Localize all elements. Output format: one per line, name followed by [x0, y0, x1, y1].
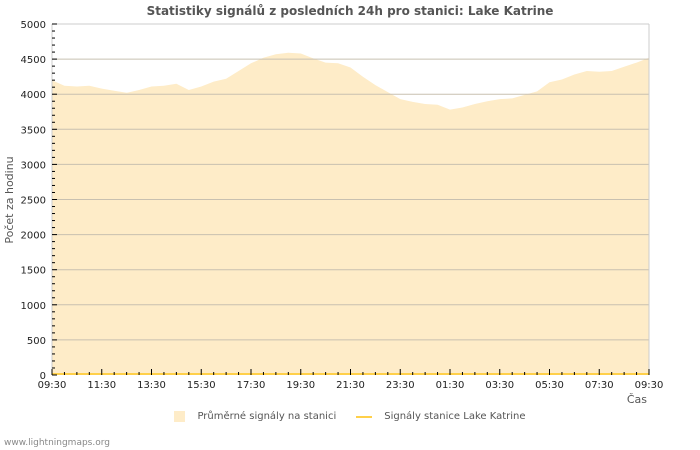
svg-text:11:30: 11:30: [87, 380, 116, 391]
area-swatch-icon: [174, 411, 186, 422]
svg-text:13:30: 13:30: [137, 380, 166, 391]
svg-text:07:30: 07:30: [585, 380, 614, 391]
svg-text:15:30: 15:30: [187, 380, 216, 391]
svg-text:0: 0: [40, 371, 46, 382]
y-axis-title: Počet za hodinu: [3, 156, 16, 243]
site-link[interactable]: www.lightningmaps.org: [4, 438, 110, 448]
line-swatch-icon: [356, 415, 373, 418]
x-axis-title: Čas: [627, 393, 647, 406]
legend-item-average[interactable]: Průměrné signály na stanici: [174, 411, 336, 422]
svg-text:4500: 4500: [21, 55, 46, 66]
x-axis: 09:30 11:30 13:30 15:30 17:30 19:30 21:30 23:30…: [38, 369, 664, 391]
svg-text:21:30: 21:30: [336, 380, 365, 391]
legend-label-average: Průměrné signály na stanici: [197, 411, 337, 422]
svg-text:17:30: 17:30: [237, 380, 266, 391]
svg-text:2000: 2000: [21, 231, 46, 242]
legend-label-station: Signály stanice Lake Katrine: [384, 411, 526, 422]
svg-text:4000: 4000: [21, 90, 46, 101]
svg-text:3000: 3000: [21, 160, 46, 171]
svg-text:3500: 3500: [21, 125, 46, 136]
svg-text:19:30: 19:30: [286, 380, 315, 391]
average-signals-area: [52, 52, 649, 376]
svg-text:500: 500: [27, 336, 46, 347]
legend-item-station[interactable]: Signály stanice Lake Katrine: [356, 411, 526, 422]
svg-text:09:30: 09:30: [635, 380, 664, 391]
svg-text:09:30: 09:30: [38, 380, 67, 391]
svg-text:1500: 1500: [21, 266, 46, 277]
svg-text:03:30: 03:30: [485, 380, 514, 391]
svg-text:23:30: 23:30: [386, 380, 415, 391]
svg-text:2500: 2500: [21, 196, 46, 207]
legend: Průměrné signály na stanici Signály stan…: [0, 411, 700, 422]
chart-title: Statistiky signálů z posledních 24h pro …: [146, 4, 554, 18]
svg-text:01:30: 01:30: [436, 380, 465, 391]
svg-text:5000: 5000: [21, 20, 46, 31]
svg-text:1000: 1000: [21, 301, 46, 312]
svg-text:05:30: 05:30: [535, 380, 564, 391]
y-axis: 0 500 1000 1500 2000 2500 3000 3500 4000 4500 5000: [21, 20, 57, 382]
